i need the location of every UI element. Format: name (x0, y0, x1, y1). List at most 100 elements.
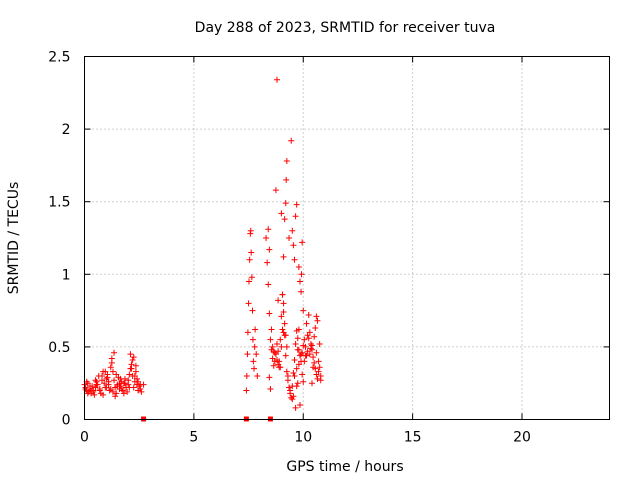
data-point (119, 387, 126, 394)
data-point (301, 336, 308, 343)
data-point (315, 358, 322, 365)
data-point (302, 352, 309, 359)
data-point (266, 374, 273, 381)
y-tick-label: 2 (62, 122, 71, 138)
data-point (301, 358, 308, 365)
data-point (306, 351, 313, 358)
data-point (286, 384, 293, 391)
data-point (129, 356, 136, 363)
data-point (293, 365, 300, 372)
data-point (310, 354, 317, 361)
data-point (305, 335, 312, 342)
data-point (295, 264, 302, 271)
data-point (117, 375, 124, 382)
data-point (294, 335, 301, 342)
data-point (299, 239, 306, 246)
data-point (248, 249, 255, 256)
data-point (104, 374, 111, 381)
data-point (269, 343, 276, 350)
data-point (116, 380, 123, 387)
data-point (316, 340, 323, 347)
data-point (249, 307, 256, 314)
data-point (111, 377, 118, 384)
data-point (250, 358, 257, 365)
data-point (280, 309, 287, 316)
data-point (246, 256, 253, 263)
data-point (108, 359, 115, 366)
data-point (290, 393, 297, 400)
data-point (244, 351, 251, 358)
data-point (283, 158, 290, 165)
data-point (251, 365, 258, 372)
data-point (109, 388, 116, 395)
data-point (128, 365, 135, 372)
data-point (289, 227, 296, 234)
data-point (295, 326, 302, 333)
data-point (294, 346, 301, 353)
data-point (292, 213, 299, 220)
chart-title: Day 288 of 2023, SRMTID for receiver tuv… (195, 20, 496, 36)
data-point (270, 348, 277, 355)
data-point (299, 371, 306, 378)
data-point (274, 76, 280, 83)
data-point (288, 137, 295, 144)
data-point (305, 311, 312, 318)
data-point (296, 278, 303, 285)
data-point (298, 351, 305, 358)
data-point (266, 246, 273, 253)
data-point (314, 317, 321, 324)
data-point (300, 378, 307, 385)
data-point (316, 364, 323, 371)
data-point (311, 359, 318, 366)
data-point (299, 349, 306, 356)
data-point (249, 336, 256, 343)
data-point (311, 333, 318, 340)
data-point (132, 362, 139, 369)
data-point (248, 274, 255, 281)
data-point (294, 380, 301, 387)
y-tick-label: 0.5 (48, 340, 70, 356)
data-point (107, 364, 114, 371)
data-point (312, 325, 319, 332)
data-point (112, 393, 119, 400)
data-point (291, 372, 298, 379)
data-point (293, 383, 300, 390)
data-point (103, 384, 110, 391)
data-point (106, 387, 113, 394)
data-point (102, 368, 109, 375)
data-point (245, 300, 252, 307)
data-point (296, 401, 303, 408)
data-point (284, 372, 291, 379)
data-point (300, 307, 307, 314)
data-point (291, 356, 298, 363)
data-point (131, 372, 138, 379)
data-point (298, 271, 305, 278)
data-point (92, 377, 99, 384)
data-point (82, 386, 89, 393)
data-point (247, 227, 254, 234)
data-point (287, 387, 294, 394)
data-point (268, 326, 275, 333)
data-point (298, 288, 305, 295)
data-point (251, 343, 258, 350)
data-point (100, 391, 107, 398)
data-point (309, 380, 315, 387)
data-point (280, 300, 287, 307)
data-point (244, 329, 251, 336)
y-tick-label: 2.5 (48, 50, 70, 66)
data-point (252, 326, 259, 333)
data-point (282, 352, 289, 359)
data-point (317, 377, 324, 384)
data-point (315, 368, 322, 375)
data-point (130, 354, 137, 361)
data-point (132, 368, 139, 375)
data-point (304, 332, 311, 339)
y-tick-label: 1 (62, 267, 71, 283)
data-point (313, 313, 320, 320)
data-point (275, 297, 282, 304)
data-point (274, 340, 280, 347)
data-point (266, 310, 273, 317)
data-point (91, 391, 98, 398)
data-point (124, 388, 131, 395)
